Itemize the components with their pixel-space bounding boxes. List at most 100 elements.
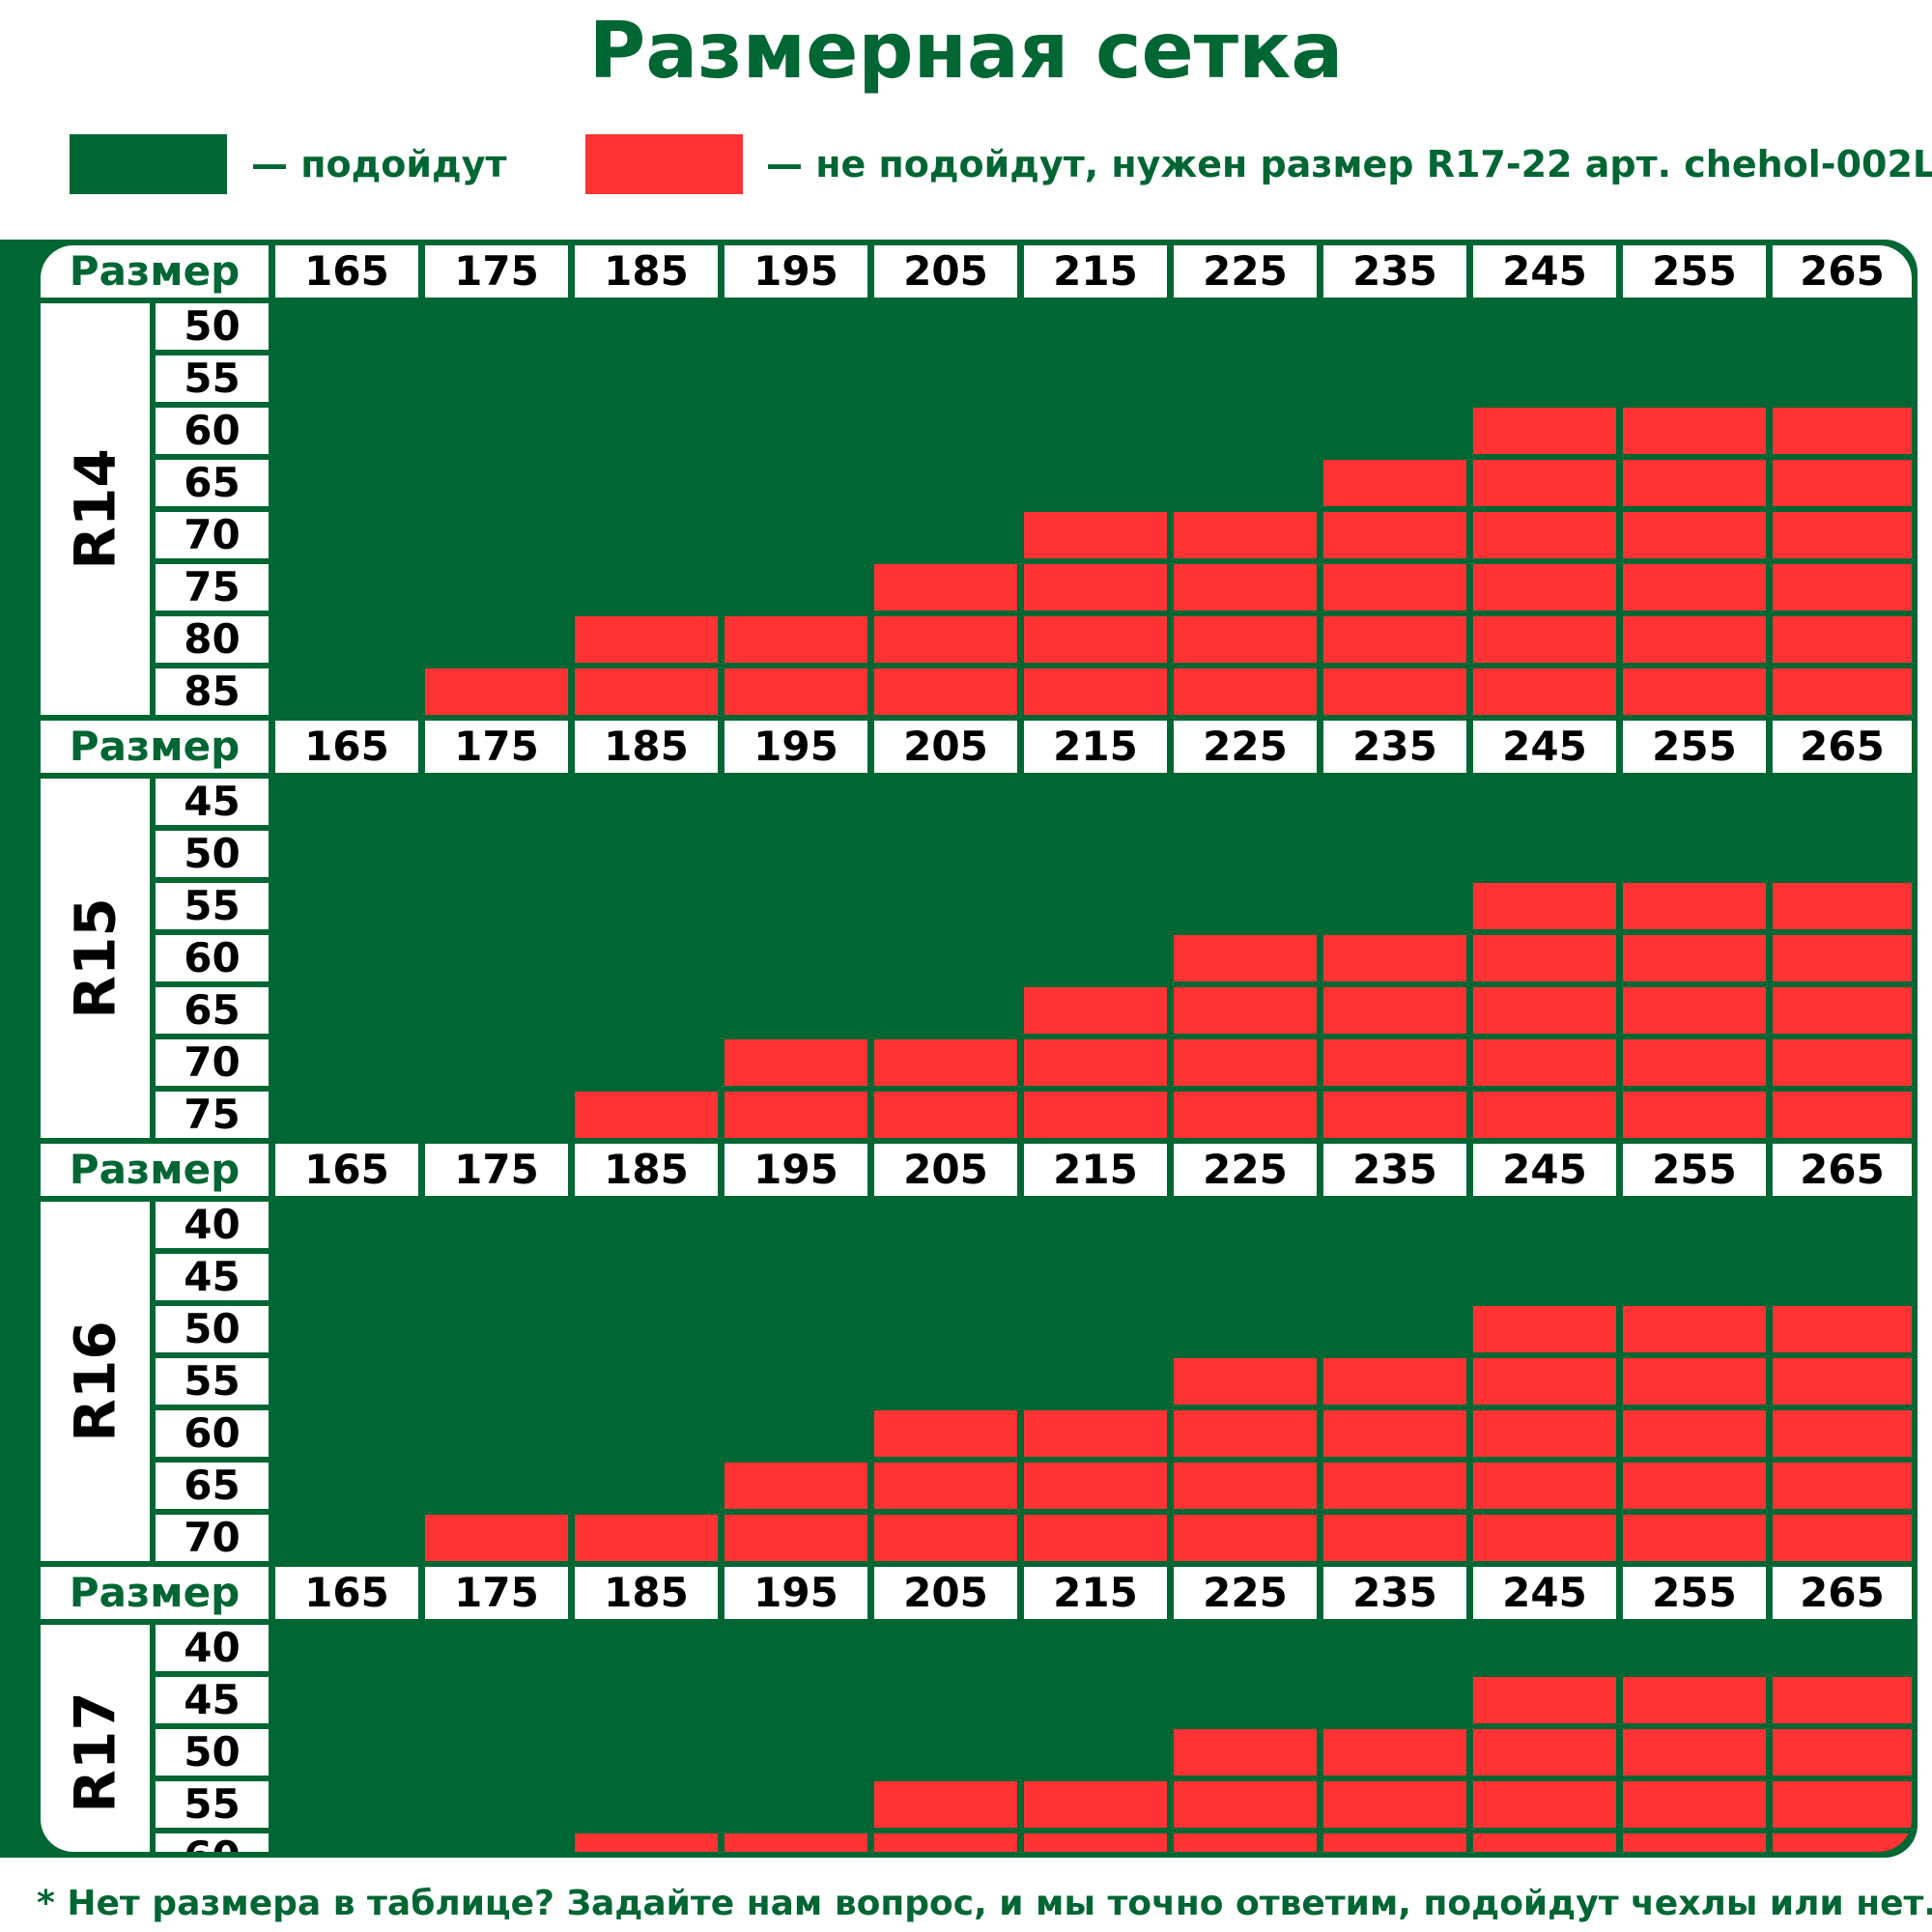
nofit-cell [1323, 1833, 1466, 1852]
fit-cell [724, 779, 867, 825]
width-header-cell: 165 [275, 1144, 418, 1196]
width-header-cell: 215 [1024, 245, 1167, 298]
nofit-cell [1623, 883, 1766, 929]
nofit-cell [1773, 408, 1912, 454]
nofit-cell [1473, 883, 1616, 929]
fit-cell [1174, 408, 1317, 454]
nofit-cell [1473, 512, 1616, 558]
profile-cell: 55 [156, 1781, 269, 1828]
nofit-cell [724, 1515, 867, 1561]
fit-cell [575, 1729, 718, 1776]
fit-cell [575, 355, 718, 402]
fit-cell [425, 408, 568, 454]
fit-cell [425, 1781, 568, 1828]
fit-cell [275, 1677, 418, 1723]
nofit-cell [1174, 1410, 1317, 1457]
nofit-cell [1473, 1039, 1616, 1086]
nofit-cell [1323, 616, 1466, 663]
fit-cell [275, 303, 418, 350]
fit-cell [1024, 883, 1167, 929]
width-header-cell: 165 [275, 245, 418, 298]
fit-cell [724, 987, 867, 1034]
fit-cell [874, 1729, 1017, 1776]
width-header-cell: 185 [575, 1567, 718, 1619]
size-header-label: Размер [41, 245, 269, 298]
width-header-cell: 205 [874, 1567, 1017, 1619]
fit-cell [575, 779, 718, 825]
nofit-cell [1174, 935, 1317, 981]
fit-cell [275, 512, 418, 558]
nofit-cell [575, 668, 718, 715]
fit-cell [1024, 355, 1167, 402]
profile-cell: 70 [156, 1039, 269, 1086]
nofit-cell [1623, 1677, 1766, 1723]
fit-cell [1773, 303, 1912, 350]
nofit-cell [1174, 1729, 1317, 1776]
nofit-cell [1024, 1092, 1167, 1138]
fit-cell [1024, 935, 1167, 981]
nofit-cell [1473, 1092, 1616, 1138]
nofit-cell [1473, 1306, 1616, 1352]
nofit-cell [1773, 1677, 1912, 1723]
rim-size-cell: R15 [41, 779, 150, 1138]
fit-cell [425, 460, 568, 506]
fit-cell [1024, 303, 1167, 350]
nofit-cell [1323, 1358, 1466, 1405]
width-header-cell: 215 [1024, 1144, 1167, 1196]
fit-cell [275, 987, 418, 1034]
fit-cell [724, 883, 867, 929]
fit-cell [1024, 460, 1167, 506]
fit-cell [1174, 779, 1317, 825]
width-header-cell: 205 [874, 721, 1017, 773]
profile-cell: 55 [156, 1358, 269, 1405]
fit-cell [1623, 779, 1766, 825]
fit-cell [1174, 883, 1317, 929]
nofit-cell [1473, 1729, 1616, 1776]
fit-cell [425, 1039, 568, 1086]
nofit-cell [1773, 668, 1912, 715]
rim-size-cell: R14 [41, 303, 150, 715]
nofit-cell [1323, 1463, 1466, 1509]
fit-cell [874, 512, 1017, 558]
nofit-cell [1174, 616, 1317, 663]
size-header-label: Размер [41, 1567, 269, 1619]
fit-cell [425, 512, 568, 558]
size-table: Размер 165 175 185 195 205 215 225 235 245 255 265 R… [41, 245, 1912, 1852]
fit-cell [1024, 1358, 1167, 1405]
rim-size-label: R17 [62, 1691, 128, 1813]
nofit-cell [724, 1833, 867, 1852]
fit-cell [874, 408, 1017, 454]
fit-cell [425, 1729, 568, 1776]
fit-cell [1323, 1306, 1466, 1352]
fit-cell [874, 935, 1017, 981]
fit-cell [425, 1306, 568, 1352]
fit-cell [575, 1625, 718, 1671]
nofit-cell [1773, 616, 1912, 663]
width-header-cell: 225 [1174, 721, 1317, 773]
nofit-cell [1773, 1781, 1912, 1828]
nofit-cell [1623, 512, 1766, 558]
nofit-cell [1024, 1833, 1167, 1852]
fit-cell [1473, 831, 1616, 877]
fit-cell [275, 668, 418, 715]
nofit-cell [1773, 1463, 1912, 1509]
fit-cell [425, 355, 568, 402]
fit-cell [724, 831, 867, 877]
nofit-cell [1473, 460, 1616, 506]
nofit-cell [1623, 1410, 1766, 1457]
nofit-cell [1623, 1833, 1766, 1852]
nofit-cell [1623, 935, 1766, 981]
fit-cell [1623, 303, 1766, 350]
nofit-cell [874, 1463, 1017, 1509]
width-header-cell: 225 [1174, 1144, 1317, 1196]
fit-cell [1024, 831, 1167, 877]
nofit-cell [1174, 987, 1317, 1034]
nofit-cell [1174, 1515, 1317, 1561]
width-header-cell: 165 [275, 721, 418, 773]
fit-cell [1623, 1254, 1766, 1300]
fit-cell [575, 408, 718, 454]
fit-cell [1773, 1202, 1912, 1248]
nofit-cell [874, 1515, 1017, 1561]
nofit-cell [1323, 564, 1466, 611]
profile-cell: 70 [156, 1515, 269, 1561]
